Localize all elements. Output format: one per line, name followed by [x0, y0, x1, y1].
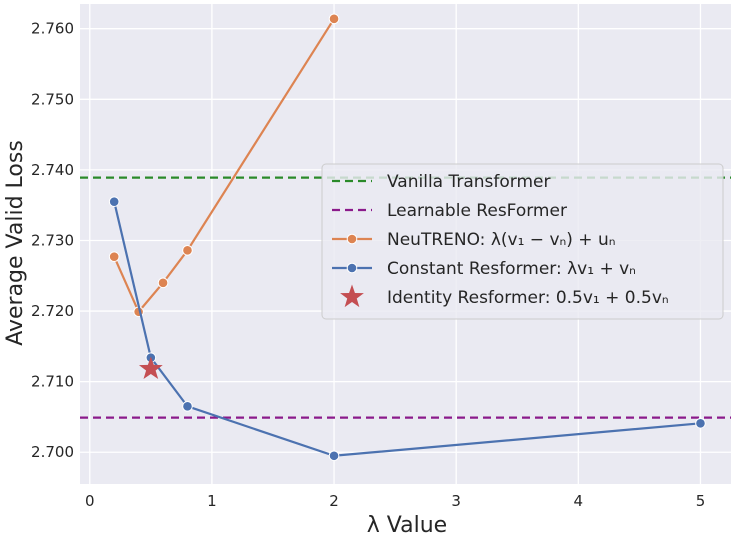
legend-label: Learnable ResFormer [387, 201, 567, 221]
y-tick-label: 2.740 [31, 161, 74, 179]
x-axis-ticks: 0 1 2 3 4 5 [85, 492, 705, 510]
legend-marker [346, 233, 358, 245]
legend-label: Constant Resformer: λv₁ + vₙ [387, 259, 636, 279]
y-tick-label: 2.750 [31, 90, 74, 108]
x-tick-label: 5 [696, 492, 706, 510]
y-tick-label: 2.730 [31, 231, 74, 249]
x-tick-label: 3 [451, 492, 461, 510]
x-tick-label: 0 [85, 492, 95, 510]
y-tick-label: 2.720 [31, 302, 74, 320]
y-axis-ticks: 2.700 2.710 2.720 2.730 2.740 2.750 2.760 [31, 20, 74, 462]
x-tick-label: 2 [329, 492, 339, 510]
legend-box [321, 163, 724, 320]
data-series [108, 13, 706, 462]
y-tick-label: 2.710 [31, 373, 74, 391]
legend-item: Constant Resformer: λv₁ + vₙ [332, 259, 636, 279]
legend-item: Learnable ResFormer [332, 201, 567, 221]
data-point-neutreno [108, 251, 120, 263]
data-point-constant-resformer [108, 196, 120, 207]
x-axis-label: λ Value [367, 513, 447, 538]
data-point-neutreno [182, 245, 193, 256]
legend-item: Vanilla Transformer [332, 172, 551, 192]
y-tick-label: 2.760 [31, 20, 74, 38]
y-tick-label: 2.700 [31, 443, 74, 461]
legend: Vanilla Transformer Learnable ResFormer Ne… [321, 163, 724, 320]
legend-item: Identity Resformer: 0.5v₁ + 0.5vₙ [340, 284, 669, 308]
legend-item: NeuTRENO: λ(v₁ − vₙ) + uₙ [332, 230, 616, 250]
data-point-constant-resformer [695, 417, 706, 429]
legend-label: Vanilla Transformer [387, 172, 551, 192]
identity-resformer-star-marker [138, 356, 163, 380]
x-tick-label: 1 [207, 492, 217, 510]
legend-label: Identity Resformer: 0.5v₁ + 0.5vₙ [387, 288, 669, 308]
x-tick-label: 4 [574, 492, 584, 510]
data-point-neutreno [328, 13, 340, 25]
legend-star-marker [340, 284, 364, 308]
legend-label: NeuTRENO: λ(v₁ − vₙ) + uₙ [387, 230, 616, 250]
data-point-neutreno [157, 277, 169, 289]
data-point-constant-resformer [182, 401, 193, 412]
data-point-constant-resformer [328, 450, 340, 462]
legend-marker [346, 262, 358, 274]
y-axis-label: Average Valid Loss [3, 140, 28, 346]
